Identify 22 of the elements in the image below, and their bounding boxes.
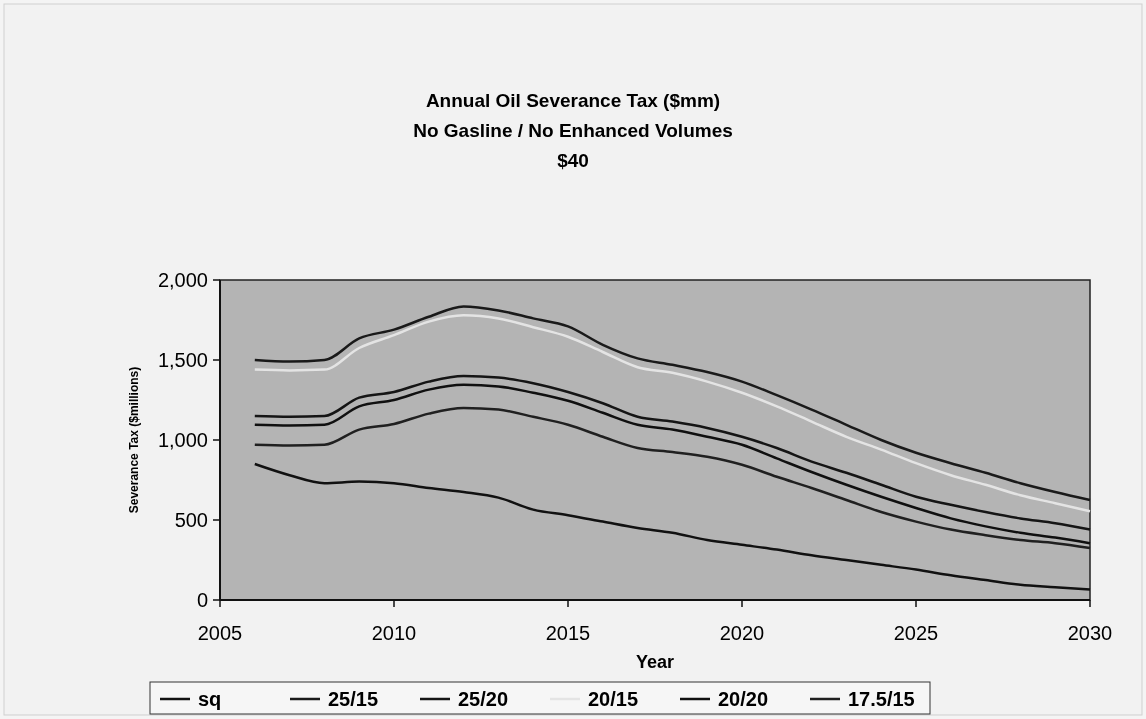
x-tick-label: 2020 — [719, 622, 765, 644]
legend-label: sq — [198, 688, 222, 710]
chart-title: Annual Oil Severance Tax ($mm) — [425, 90, 721, 111]
x-tick-label: 2025 — [893, 622, 939, 644]
line-series — [253, 462, 1092, 591]
y-tick-label: 500 — [174, 509, 208, 531]
x-tick-label: 2005 — [197, 622, 243, 644]
x-tick-label: 2030 — [1067, 622, 1113, 644]
legend-label: 20/20 — [718, 688, 769, 710]
legend-label: 20/15 — [588, 688, 639, 710]
legend-label: 25/15 — [328, 688, 379, 710]
legend-label: 17.5/15 — [848, 688, 915, 710]
x-tick-label: 2015 — [545, 622, 591, 644]
y-tick-label: 0 — [196, 589, 208, 611]
legend-label: 25/20 — [458, 688, 509, 710]
x-tick-label: 2010 — [371, 622, 417, 644]
y-tick-label: 1,500 — [157, 349, 208, 371]
x-axis-title: Year — [635, 652, 675, 672]
y-tick-label: 2,000 — [157, 269, 208, 291]
y-tick-label: 1,000 — [157, 429, 208, 451]
chart-subtitle: No Gasline / No Enhanced Volumes $40 — [413, 120, 733, 171]
y-axis-title: Severance Tax ($millions) — [127, 366, 141, 514]
